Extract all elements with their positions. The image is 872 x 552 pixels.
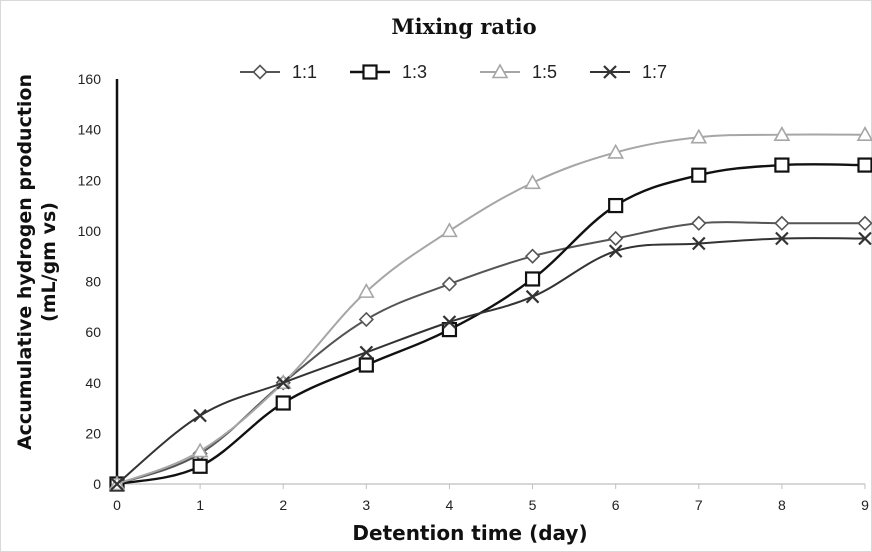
- data-point: [775, 231, 789, 246]
- data-point: [275, 395, 291, 411]
- legend-label: 1:1: [292, 62, 317, 82]
- y-axis-label-line-1: Accumulative hydrogen production: [14, 74, 36, 450]
- x-tick-label: 1: [196, 497, 204, 513]
- data-point: [525, 289, 540, 304]
- x-tick-label: 7: [695, 497, 703, 513]
- x-marker-stroke: [359, 345, 374, 360]
- x-marker-stroke: [775, 231, 789, 246]
- series-line: [116, 163, 866, 486]
- data-point: [442, 315, 457, 329]
- y-axis-label-line-2: (mL/gm vs): [38, 202, 60, 322]
- legend-item-1: 1:1: [240, 62, 317, 82]
- data-point: [193, 408, 207, 423]
- x-axis-label: Detention time (day): [352, 521, 587, 545]
- y-tick-label: 60: [85, 324, 101, 340]
- x-tick-label: 3: [362, 497, 370, 513]
- legend-item-4: 1:7: [590, 62, 667, 82]
- y-tick-label: 80: [85, 274, 101, 290]
- x-marker-stroke: [691, 236, 706, 251]
- data-point: [110, 477, 124, 491]
- data-point: [276, 375, 291, 390]
- x-tick-label: 6: [612, 497, 620, 513]
- legend-label: 1:3: [402, 62, 427, 82]
- data-point: [856, 126, 872, 141]
- data-point: [441, 276, 458, 292]
- x-marker-stroke: [276, 375, 291, 390]
- y-tick-label: 40: [85, 375, 101, 391]
- x-tick-label: 9: [861, 497, 869, 513]
- x-tick-label: 2: [279, 497, 287, 513]
- legend-label: 1:5: [532, 62, 557, 82]
- data-point: [691, 236, 706, 251]
- series-line: [116, 237, 866, 485]
- data-point: [359, 345, 374, 360]
- legend-marker: [603, 65, 617, 79]
- legend-item-3: 1:5: [480, 62, 557, 82]
- data-point: [691, 215, 707, 231]
- x-tick-label: 4: [446, 497, 454, 513]
- legend-marker: [252, 64, 268, 80]
- x-tick-label: 5: [529, 497, 537, 513]
- y-axis-label: Accumulative hydrogen production (mL/gm …: [14, 74, 60, 450]
- legend: 1:1 1:3 1:5 1:7: [240, 62, 667, 82]
- data-point: [607, 143, 625, 159]
- x-tick-label: 8: [778, 497, 786, 513]
- data-point: [774, 157, 790, 173]
- series-4: [110, 231, 872, 491]
- y-tick-label: 20: [85, 425, 101, 441]
- x-marker-stroke: [608, 244, 623, 258]
- x-marker-stroke: [193, 408, 207, 423]
- chart-title: Mixing ratio: [391, 14, 536, 39]
- data-point: [357, 282, 375, 298]
- x-marker-stroke: [525, 289, 540, 304]
- data-point: [358, 357, 374, 373]
- data-point: [608, 230, 624, 247]
- legend-item-2: 1:3: [350, 62, 427, 82]
- x-marker-stroke: [858, 231, 872, 246]
- legend-label: 1:7: [642, 62, 667, 82]
- data-point: [858, 231, 872, 246]
- y-tick-label: 0: [93, 476, 101, 492]
- x-marker-stroke: [603, 65, 617, 79]
- data-point: [857, 157, 872, 173]
- series-2: [109, 157, 872, 492]
- x-tick-label: 0: [113, 497, 121, 513]
- data-point: [608, 244, 623, 258]
- legend-marker: [362, 64, 378, 80]
- y-tick-label: 140: [78, 122, 102, 138]
- data-point: [774, 215, 790, 231]
- series-layer: [108, 126, 872, 492]
- series-line: [116, 133, 866, 485]
- data-point: [690, 128, 708, 144]
- x-marker-stroke: [442, 315, 457, 329]
- data-point: [441, 222, 458, 238]
- data-point: [608, 197, 624, 214]
- data-point: [691, 167, 707, 183]
- y-tick-label: 120: [78, 172, 102, 188]
- data-point: [524, 248, 541, 264]
- x-marker-stroke: [110, 477, 124, 491]
- legend-marker: [491, 63, 509, 79]
- data-point: [857, 215, 872, 231]
- data-point: [524, 174, 541, 190]
- data-point: [524, 271, 541, 287]
- data-point: [192, 458, 208, 474]
- y-tick-label: 160: [78, 71, 102, 87]
- data-point: [773, 126, 791, 141]
- data-point: [358, 311, 374, 328]
- axes: 0 1 2 3 4 5 6 7 8 9 0 20 40 60 80 100 120 140 160: [78, 71, 869, 513]
- y-tick-label: 100: [78, 223, 102, 239]
- data-point: [191, 442, 209, 458]
